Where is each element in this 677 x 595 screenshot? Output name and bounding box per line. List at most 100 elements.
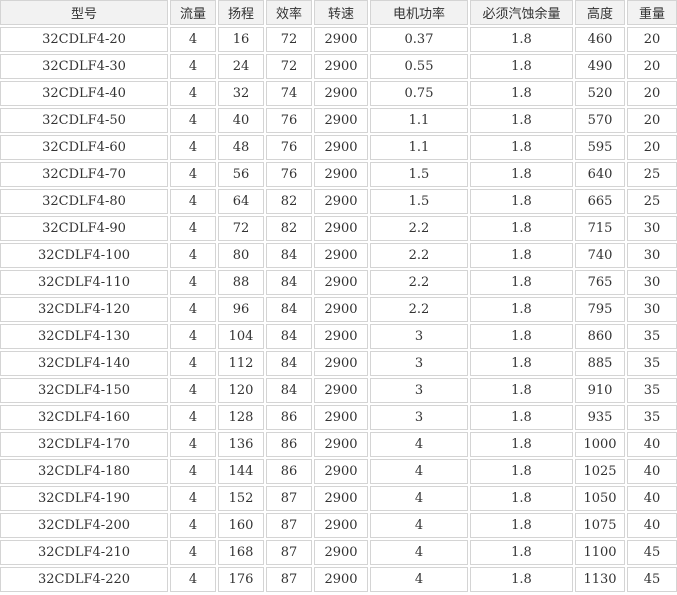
table-cell: 1.8 <box>470 297 573 322</box>
table-cell: 104 <box>218 324 264 349</box>
table-cell: 48 <box>218 135 264 160</box>
table-cell: 86 <box>266 459 312 484</box>
table-cell: 1.8 <box>470 324 573 349</box>
model-cell: 32CDLF4-40 <box>0 81 168 106</box>
table-cell: 460 <box>575 27 625 52</box>
table-row: 32CDLF4-110 4 88 84 2900 2.2 1.8 765 30 <box>0 270 677 295</box>
model-cell: 32CDLF4-70 <box>0 162 168 187</box>
table-cell: 96 <box>218 297 264 322</box>
table-cell: 86 <box>266 432 312 457</box>
table-cell: 1.1 <box>370 135 468 160</box>
table-cell: 0.37 <box>370 27 468 52</box>
table-cell: 72 <box>266 54 312 79</box>
table-cell: 2900 <box>314 324 368 349</box>
table-cell: 3 <box>370 324 468 349</box>
table-cell: 144 <box>218 459 264 484</box>
table-cell: 4 <box>170 243 216 268</box>
table-cell: 4 <box>170 297 216 322</box>
table-cell: 4 <box>170 459 216 484</box>
table-row: 32CDLF4-210 4 168 87 2900 4 1.8 1100 45 <box>0 540 677 565</box>
table-cell: 4 <box>170 513 216 538</box>
table-cell: 1.8 <box>470 135 573 160</box>
table-cell: 4 <box>170 324 216 349</box>
table-cell: 0.75 <box>370 81 468 106</box>
table-cell: 1.8 <box>470 270 573 295</box>
model-cell: 32CDLF4-140 <box>0 351 168 376</box>
table-cell: 84 <box>266 324 312 349</box>
table-cell: 1025 <box>575 459 625 484</box>
table-cell: 1.8 <box>470 405 573 430</box>
model-cell: 32CDLF4-200 <box>0 513 168 538</box>
table-body: 32CDLF4-20 4 16 72 2900 0.37 1.8 460 20 32CDLF4-3… <box>0 27 677 592</box>
table-cell: 665 <box>575 189 625 214</box>
table-cell: 595 <box>575 135 625 160</box>
table-cell: 2900 <box>314 54 368 79</box>
table-cell: 1.8 <box>470 108 573 133</box>
column-header-motor-power: 电机功率 <box>370 0 468 25</box>
table-cell: 88 <box>218 270 264 295</box>
table-cell: 24 <box>218 54 264 79</box>
table-cell: 20 <box>627 108 677 133</box>
table-cell: 2900 <box>314 459 368 484</box>
table-cell: 1.8 <box>470 486 573 511</box>
table-cell: 2900 <box>314 432 368 457</box>
table-cell: 168 <box>218 540 264 565</box>
table-cell: 4 <box>170 540 216 565</box>
model-cell: 32CDLF4-190 <box>0 486 168 511</box>
table-cell: 2900 <box>314 81 368 106</box>
table-cell: 2.2 <box>370 243 468 268</box>
table-cell: 4 <box>170 108 216 133</box>
table-cell: 885 <box>575 351 625 376</box>
model-cell: 32CDLF4-120 <box>0 297 168 322</box>
header-row: 型号 流量 扬程 效率 转速 电机功率 必须汽蚀余量 高度 重量 <box>0 0 677 25</box>
column-header-flow: 流量 <box>170 0 216 25</box>
table-cell: 1.8 <box>470 162 573 187</box>
table-cell: 4 <box>170 405 216 430</box>
table-cell: 1130 <box>575 567 625 592</box>
table-cell: 16 <box>218 27 264 52</box>
table-cell: 2900 <box>314 378 368 403</box>
table-cell: 84 <box>266 378 312 403</box>
column-header-weight: 重量 <box>627 0 677 25</box>
table-cell: 84 <box>266 297 312 322</box>
table-cell: 4 <box>370 540 468 565</box>
table-cell: 35 <box>627 324 677 349</box>
model-cell: 32CDLF4-60 <box>0 135 168 160</box>
table-cell: 30 <box>627 243 677 268</box>
table-cell: 2900 <box>314 216 368 241</box>
table-cell: 1.8 <box>470 216 573 241</box>
table-cell: 2900 <box>314 351 368 376</box>
table-row: 32CDLF4-80 4 64 82 2900 1.5 1.8 665 25 <box>0 189 677 214</box>
table-cell: 795 <box>575 297 625 322</box>
table-row: 32CDLF4-40 4 32 74 2900 0.75 1.8 520 20 <box>0 81 677 106</box>
table-cell: 20 <box>627 27 677 52</box>
table-cell: 640 <box>575 162 625 187</box>
table-cell: 1.5 <box>370 162 468 187</box>
table-cell: 1.8 <box>470 27 573 52</box>
table-cell: 1.8 <box>470 540 573 565</box>
model-cell: 32CDLF4-100 <box>0 243 168 268</box>
table-cell: 860 <box>575 324 625 349</box>
table-cell: 84 <box>266 351 312 376</box>
table-cell: 2900 <box>314 405 368 430</box>
table-cell: 176 <box>218 567 264 592</box>
table-cell: 4 <box>170 486 216 511</box>
table-cell: 1.8 <box>470 432 573 457</box>
table-cell: 2.2 <box>370 297 468 322</box>
table-cell: 4 <box>170 81 216 106</box>
table-cell: 4 <box>370 459 468 484</box>
table-cell: 2900 <box>314 27 368 52</box>
table-cell: 40 <box>627 486 677 511</box>
table-cell: 4 <box>170 351 216 376</box>
table-row: 32CDLF4-30 4 24 72 2900 0.55 1.8 490 20 <box>0 54 677 79</box>
model-cell: 32CDLF4-180 <box>0 459 168 484</box>
table-cell: 2900 <box>314 135 368 160</box>
table-cell: 25 <box>627 189 677 214</box>
table-cell: 128 <box>218 405 264 430</box>
table-cell: 4 <box>170 567 216 592</box>
table-row: 32CDLF4-190 4 152 87 2900 4 1.8 1050 40 <box>0 486 677 511</box>
table-cell: 2900 <box>314 108 368 133</box>
table-cell: 1.5 <box>370 189 468 214</box>
table-cell: 76 <box>266 135 312 160</box>
